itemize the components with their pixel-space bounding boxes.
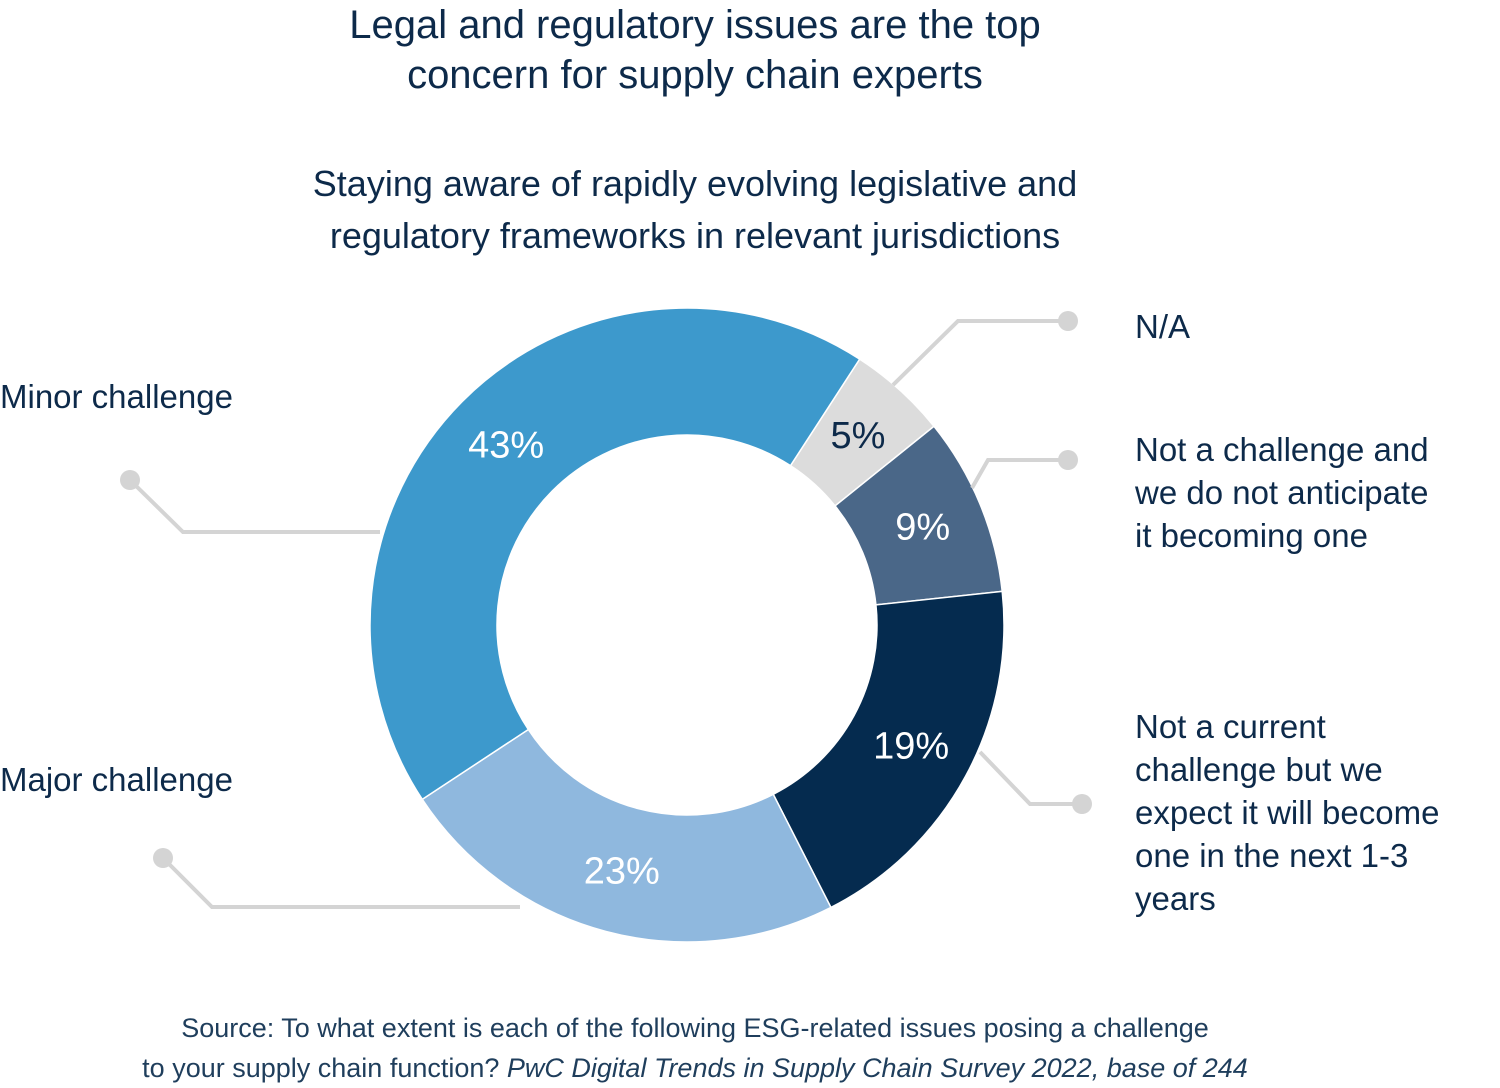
legend-label-not-current-line-5: years: [1135, 880, 1216, 917]
donut-slice-2: [772, 590, 1005, 909]
donut-slices: [369, 307, 1005, 943]
slice-labels: 5% 9% 19% 23% 43%: [468, 415, 950, 893]
chart-title-line-1: Legal and regulatory issues are the top: [349, 3, 1041, 47]
slice-value-label-0: 5%: [830, 415, 885, 457]
legend-label-na: N/A: [1135, 305, 1190, 348]
leader-minor-line: [128, 478, 380, 534]
leader-not-a-challenge-dot: [1058, 450, 1078, 470]
leader-na-line: [891, 319, 1068, 387]
legend-label-not-a-challenge: Not a challenge and we do not anticipate…: [1135, 428, 1429, 557]
leader-not-current-dot: [1072, 794, 1092, 814]
legend-label-not-current-line-3: expect it will become: [1135, 794, 1440, 831]
slice-value-label-3: 23%: [584, 851, 660, 893]
donut-slice-3: [421, 728, 832, 943]
legend-label-not-a-challenge-line-3: it becoming one: [1135, 517, 1368, 554]
leader-not-a-challenge-line: [970, 458, 1068, 489]
chart-subtitle-line-1: Staying aware of rapidly evolving legisl…: [312, 163, 1078, 204]
slice-value-label-4: 43%: [468, 424, 544, 466]
source-line-2-italic: PwC Digital Trends in Supply Chain Surve…: [506, 1053, 1248, 1083]
legend-label-not-current-line-2: challenge but we: [1135, 751, 1383, 788]
chart-subtitle-line-2: regulatory frameworks in relevant jurisd…: [329, 215, 1061, 256]
chart-subtitle: Staying aware of rapidly evolving legisl…: [0, 158, 1390, 262]
leader-na-dot: [1058, 311, 1078, 331]
donut-slice-4: [369, 307, 861, 801]
legend-label-not-current: Not a current challenge but we expect it…: [1135, 705, 1439, 920]
chart-title-line-2: concern for supply chain experts: [407, 53, 983, 97]
legend-label-minor: Minor challenge: [0, 375, 233, 418]
source-line-2: to your supply chain function? PwC Digit…: [0, 1048, 1390, 1088]
source-line-2-plain: to your supply chain function?: [142, 1053, 507, 1083]
legend-label-not-a-challenge-line-1: Not a challenge and: [1135, 431, 1429, 468]
legend-label-not-current-line-1: Not a current: [1135, 708, 1326, 745]
source-note: Source: To what extent is each of the fo…: [0, 1008, 1390, 1088]
legend-label-minor-line-1: Minor challenge: [0, 378, 233, 415]
legend-label-na-line-1: N/A: [1135, 308, 1191, 345]
legend-label-major-line-1: Major challenge: [0, 761, 233, 798]
leader-major-dot: [153, 848, 173, 868]
source-line-1: Source: To what extent is each of the fo…: [181, 1013, 1209, 1043]
leader-major-line: [161, 856, 520, 909]
leader-lines: [120, 311, 1092, 909]
leader-not-current-line: [978, 750, 1080, 806]
legend-label-major: Major challenge: [0, 758, 233, 801]
leader-minor-dot: [120, 470, 140, 490]
legend-label-not-a-challenge-line-2: we do not anticipate: [1135, 474, 1429, 511]
slice-value-label-2: 19%: [873, 725, 949, 767]
chart-title: Legal and regulatory issues are the top …: [0, 0, 1390, 100]
slice-value-label-1: 9%: [895, 507, 950, 549]
legend-label-not-current-line-4: one in the next 1-3: [1135, 837, 1409, 874]
